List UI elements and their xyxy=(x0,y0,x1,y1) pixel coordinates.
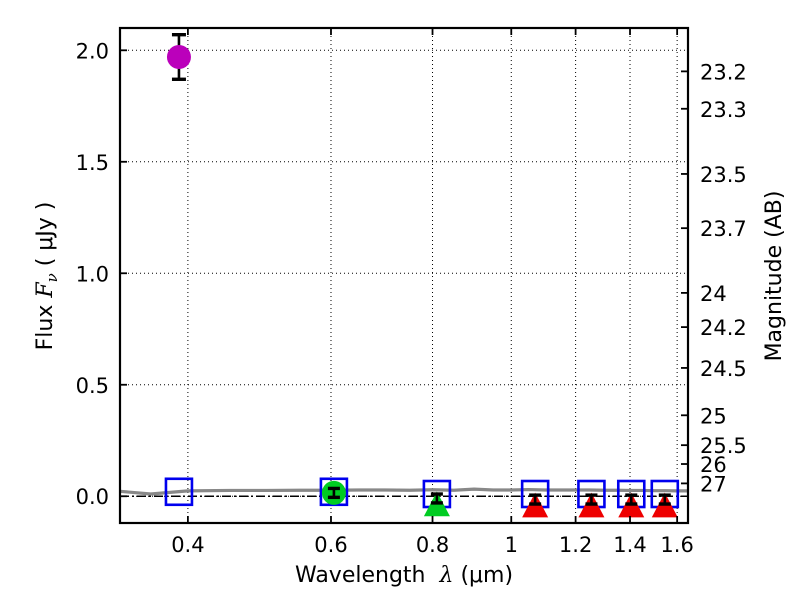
y2-tick-label-6: 24.5 xyxy=(700,357,747,381)
y-axis-title: Flux Fν ( μJy ) xyxy=(33,202,61,351)
y-axis-title-prefix: Flux xyxy=(33,305,58,351)
model-spectrum-path xyxy=(119,487,688,496)
y-axis-title-text: Flux Fν ( μJy ) xyxy=(33,202,61,351)
x-axis-title-unit: (μm) xyxy=(460,563,513,588)
x-axis-title-prefix: Wavelength xyxy=(295,563,426,588)
axis-ticks: 0.4 0.6 0.8 1 1.2 1.4 1.6 0.0 0.5 1.0 1.5 2.0 23.2 23… xyxy=(76,28,747,557)
x-tick-label-1: 0.6 xyxy=(314,533,347,557)
y2-axis-title: Magnitude (AB) xyxy=(762,191,787,362)
x-tick-label-2: 0.8 xyxy=(416,533,449,557)
y-tick-label-4: 2.0 xyxy=(76,39,109,63)
detection-point-magenta xyxy=(166,44,191,69)
x-tick-label-4: 1.2 xyxy=(559,533,592,557)
y-tick-label-3: 1.5 xyxy=(76,151,109,175)
y2-tick-label-3: 23.7 xyxy=(700,217,747,241)
y-tick-label-0: 0.0 xyxy=(76,485,109,509)
y2-tick-label-8: 25.5 xyxy=(700,434,747,458)
y2-tick-label-1: 23.3 xyxy=(700,98,747,122)
y2-tick-label-4: 24 xyxy=(700,282,727,306)
axes-background xyxy=(120,28,688,523)
y-tick-label-2: 1.0 xyxy=(76,262,109,286)
data-markers xyxy=(164,32,680,518)
x-axis-title-text: Wavelength λ (μm) xyxy=(295,563,513,588)
axes-frame xyxy=(118,26,690,525)
y2-tick-label-0: 23.2 xyxy=(700,60,747,84)
y2-tick-label-10: 27 xyxy=(700,472,727,496)
x-axis-title: Wavelength λ (μm) xyxy=(295,563,513,588)
y-axis-title-unit: ( μJy ) xyxy=(33,202,58,267)
y2-tick-label-7: 25 xyxy=(700,404,727,428)
y2-axis-title-text: Magnitude (AB) xyxy=(762,191,787,362)
x-axis-title-var: λ xyxy=(438,563,453,588)
x-tick-label-0: 0.4 xyxy=(171,533,204,557)
x-tick-label-3: 1 xyxy=(505,533,518,557)
x-tick-label-6: 1.6 xyxy=(660,533,693,557)
model-spectrum-curve xyxy=(119,487,688,496)
y2-tick-label-2: 23.5 xyxy=(700,163,747,187)
model-photometry-square xyxy=(164,477,194,507)
y2-tick-label-5: 24.2 xyxy=(700,316,747,340)
x-tick-label-5: 1.4 xyxy=(613,533,646,557)
y-axis-title-sub: ν xyxy=(43,273,61,282)
y-tick-label-1: 0.5 xyxy=(76,374,109,398)
y2-tick-label-9: 26 xyxy=(700,453,727,477)
y-axis-title-var: F xyxy=(33,282,58,299)
